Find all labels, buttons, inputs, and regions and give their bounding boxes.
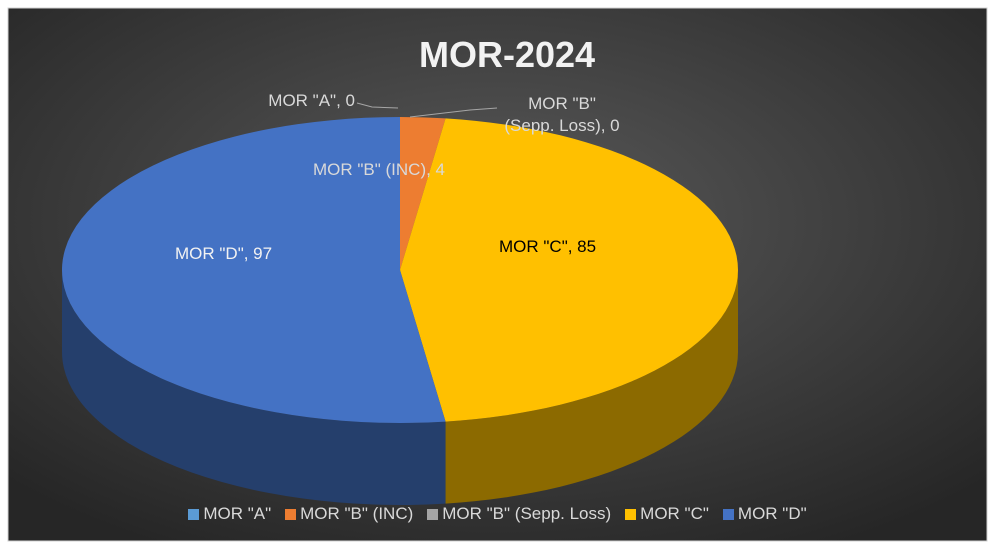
leader-line [409,107,498,118]
data-label: MOR "A", 0 [268,91,355,110]
legend-item: MOR "D" [722,504,807,524]
legend-label: MOR "D" [737,504,807,523]
data-label: MOR "D", 97 [175,244,273,263]
legend-swatch [625,508,637,520]
legend-label: MOR "B" (INC) [300,504,414,523]
slice [400,117,446,270]
legend-label: MOR "A" [203,504,272,523]
chart-title: MOR-2024 [418,34,596,75]
data-label: MOR "C", 85 [499,237,597,256]
data-label: MOR "B" (Sepp. Loss), 0 [504,94,620,135]
legend-item: MOR "B" (INC) [285,504,413,524]
legend-label: MOR "C" [640,504,709,523]
legend-item: MOR "C" [625,504,709,524]
legend-item: MOR "B" (Sepp. Loss) [427,504,611,524]
leader-line [356,102,399,109]
data-label: MOR "B" (INC), 4 [313,160,446,179]
legend-item: MOR "A" [188,504,271,524]
slice [61,117,446,423]
legend-swatch [285,508,297,520]
slice [400,118,738,422]
slice-side [62,270,446,505]
slice-side [445,270,738,504]
legend-swatch [722,508,734,520]
legend-swatch [427,508,439,520]
legend-label: MOR "B" (Sepp. Loss) [442,504,612,523]
legend-swatch [188,508,200,520]
legend: MOR "A" MOR "B" (INC) MOR "B" (Sepp. Loss)… [8,504,987,524]
